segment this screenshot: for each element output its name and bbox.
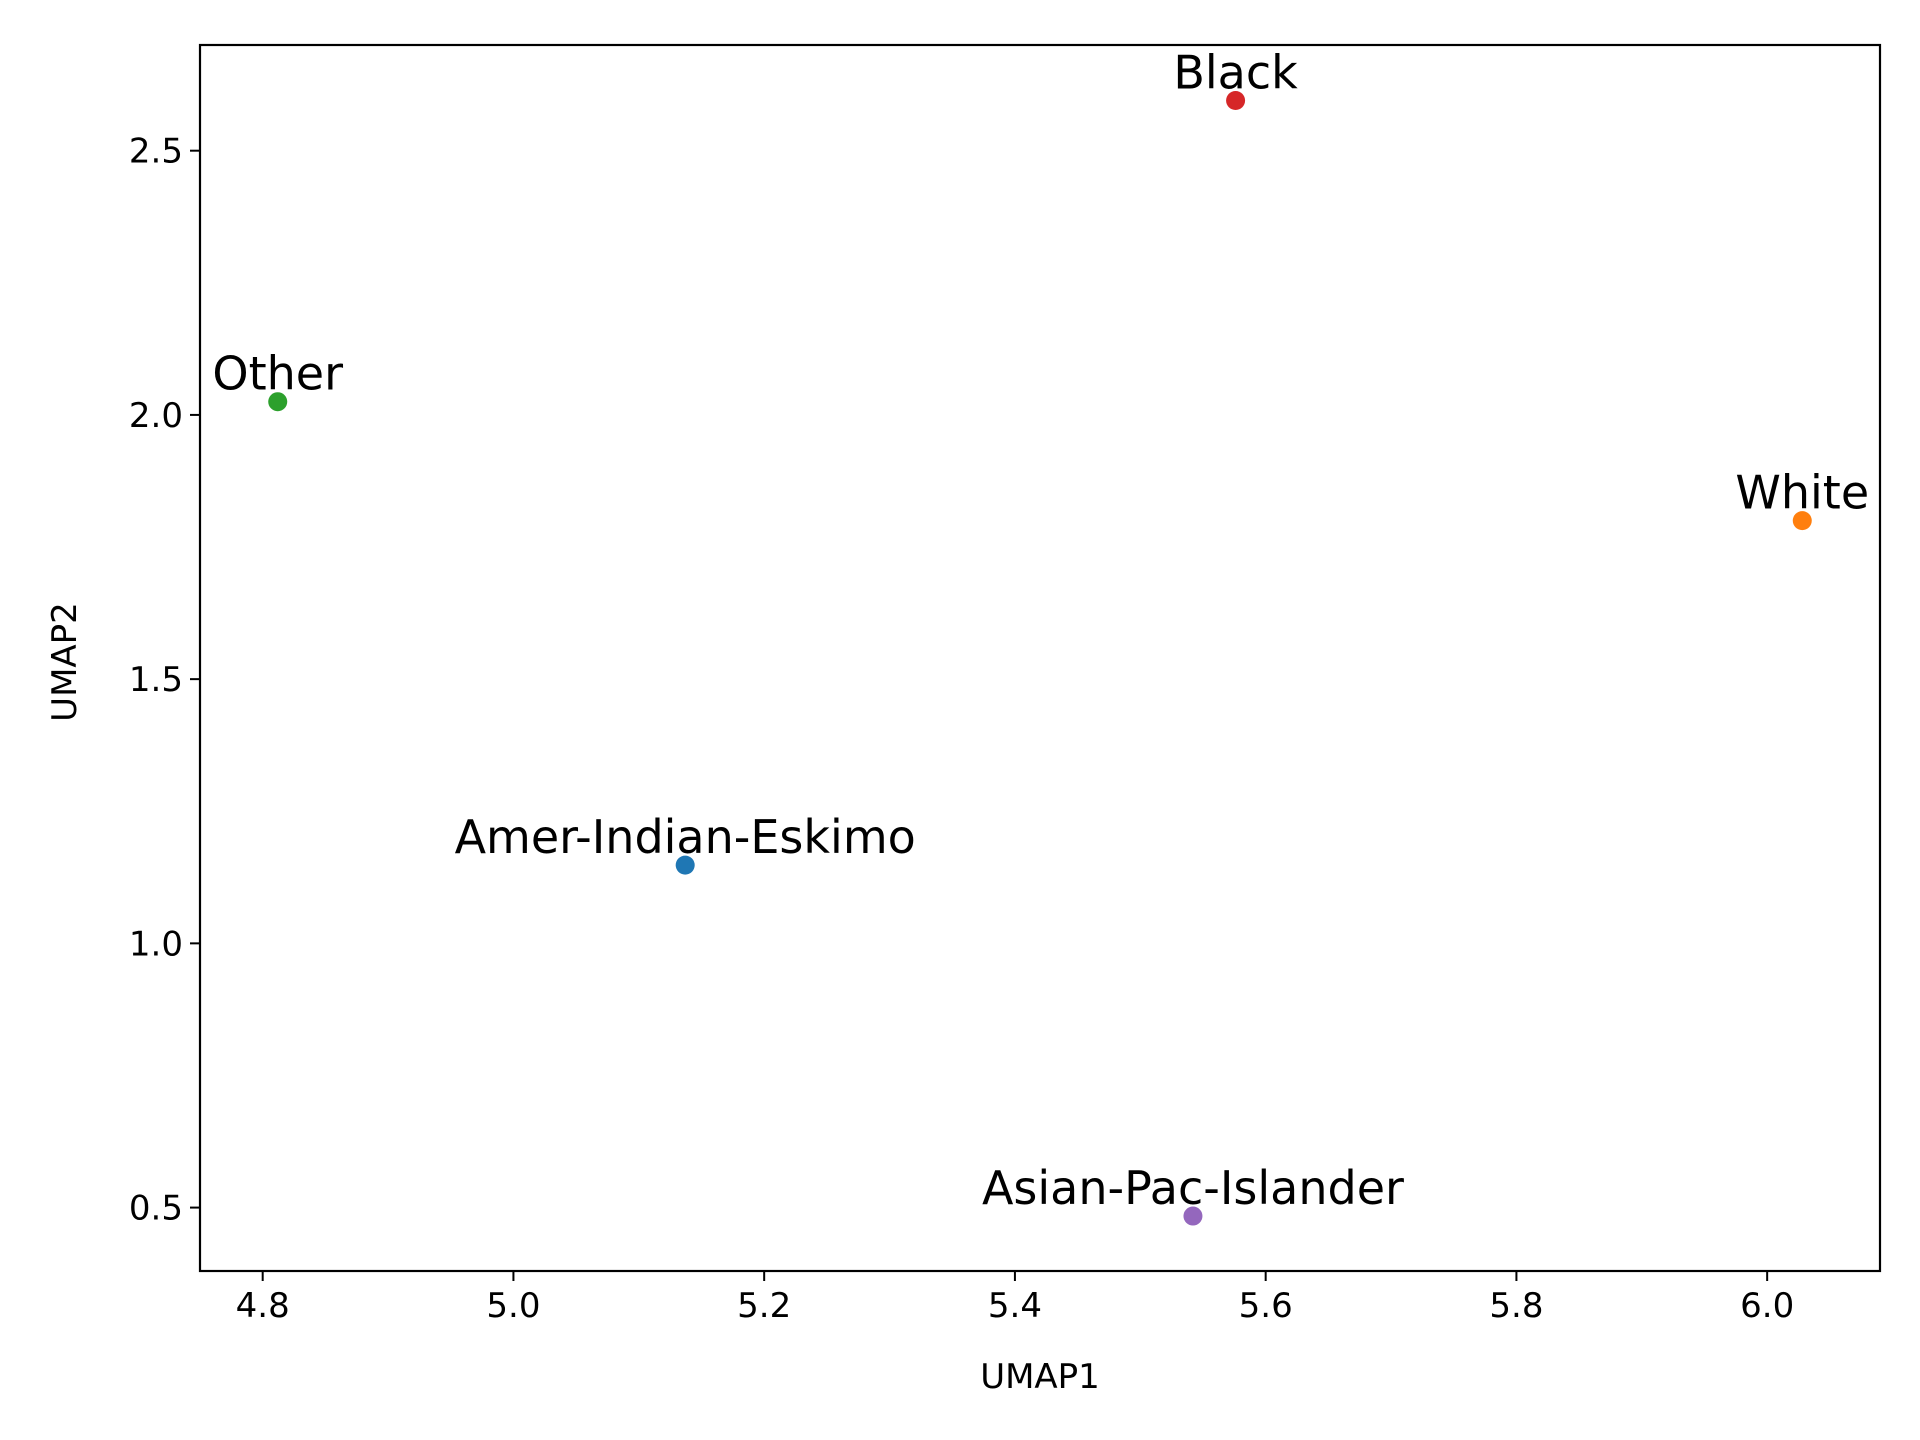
data-point bbox=[1792, 511, 1812, 531]
x-axis-ticks: 4.8 5.0 5.2 5.4 5.6 5.8 6.0 bbox=[236, 1271, 1794, 1326]
x-tick-label: 4.8 bbox=[236, 1286, 290, 1326]
x-tick-label: 6.0 bbox=[1740, 1286, 1794, 1326]
data-point bbox=[675, 855, 695, 875]
y-tick-label: 2.0 bbox=[129, 396, 183, 436]
plot-frame bbox=[198, 43, 1882, 1273]
data-point bbox=[1226, 90, 1246, 110]
x-tick-label: 5.6 bbox=[1239, 1286, 1293, 1326]
x-tick-label: 5.0 bbox=[486, 1286, 540, 1326]
point-label: Black bbox=[1173, 45, 1298, 99]
point-label: Asian-Pac-Islander bbox=[982, 1161, 1404, 1215]
y-axis-label: UMAP2 bbox=[45, 602, 85, 722]
x-axis-label: UMAP1 bbox=[980, 1357, 1100, 1397]
x-tick-label: 5.8 bbox=[1489, 1286, 1543, 1326]
y-tick-label: 1.0 bbox=[129, 924, 183, 964]
x-tick-label: 5.2 bbox=[737, 1286, 791, 1326]
y-tick-label: 0.5 bbox=[129, 1189, 183, 1229]
data-point bbox=[268, 392, 288, 412]
y-tick-label: 1.5 bbox=[129, 660, 183, 700]
y-tick-label: 2.5 bbox=[129, 132, 183, 172]
point-labels: Amer-Indian-Eskimo White Other Black Asian-P… bbox=[212, 45, 1869, 1215]
y-axis-ticks: 0.5 1.0 1.5 2.0 2.5 bbox=[129, 132, 200, 1229]
point-label: White bbox=[1735, 466, 1869, 520]
point-label: Other bbox=[212, 347, 343, 401]
x-tick-label: 5.4 bbox=[988, 1286, 1042, 1326]
point-label: Amer-Indian-Eskimo bbox=[455, 810, 916, 864]
data-point bbox=[1183, 1206, 1203, 1226]
data-points bbox=[268, 90, 1812, 1226]
